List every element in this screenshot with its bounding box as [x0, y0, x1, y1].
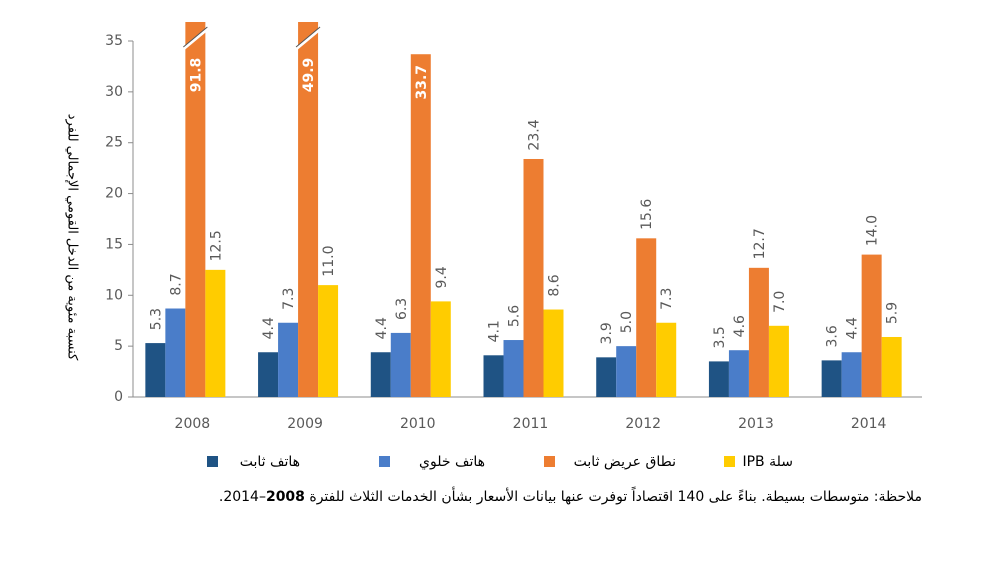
- bars: [145, 22, 902, 398]
- chart: كنسبة مئوية من الدخل القومي الإجمالي للف…: [65, 22, 922, 470]
- bar: [728, 350, 749, 397]
- bar: [636, 238, 657, 397]
- value-label: 7.0: [772, 291, 788, 313]
- legend-label: سلة IPB: [742, 454, 793, 470]
- value-label: 49.9: [301, 58, 317, 93]
- value-label: 5.3: [148, 308, 164, 330]
- x-tick-label: 2008: [175, 416, 211, 432]
- y-tick-label: 10: [105, 287, 123, 303]
- bar: [483, 355, 504, 397]
- bar: [841, 352, 862, 397]
- value-label: 5.6: [507, 305, 523, 327]
- x-tick-label: 2013: [738, 416, 774, 432]
- bar: [258, 352, 279, 397]
- value-label: 7.3: [281, 288, 297, 310]
- value-label: 4.6: [732, 315, 748, 337]
- value-label: 23.4: [527, 119, 543, 150]
- y-tick-label: 15: [105, 236, 123, 252]
- value-label: 4.1: [487, 320, 503, 342]
- x-tick-label: 2012: [625, 416, 661, 432]
- bar: [430, 301, 451, 397]
- bar: [881, 336, 902, 397]
- value-label: 11.0: [321, 246, 337, 277]
- legend-marker: [724, 456, 735, 467]
- value-label: 4.4: [261, 317, 277, 339]
- bar: [370, 352, 391, 397]
- bar: [543, 309, 564, 397]
- bar: [523, 158, 544, 397]
- note: ملاحظة: متوسطات بسيطة. بناءً على 140 اقت…: [219, 489, 922, 505]
- x-tick-label: 2011: [513, 416, 549, 432]
- y-tick-label: 25: [105, 135, 123, 151]
- bar: [165, 308, 186, 397]
- value-label: 6.3: [394, 298, 410, 320]
- bar: [821, 360, 842, 397]
- note-text: –2014.: [218, 489, 266, 505]
- value-label: 8.6: [547, 274, 563, 296]
- legend-marker: [207, 456, 218, 467]
- legend-marker: [544, 456, 555, 467]
- value-label: 5.0: [619, 311, 635, 333]
- value-label: 3.6: [825, 325, 841, 347]
- bar: [278, 322, 299, 397]
- value-label: 8.7: [168, 273, 184, 295]
- value-label: 4.4: [845, 317, 861, 339]
- y-tick-label: 20: [105, 186, 123, 202]
- bar: [708, 361, 729, 397]
- note-year: 2008: [265, 489, 305, 505]
- bar: [656, 322, 677, 397]
- value-label: 3.9: [599, 322, 615, 344]
- value-label: 7.3: [659, 288, 675, 310]
- bar: [596, 357, 617, 397]
- y-axis-label: كنسبة مئوية من الدخل القومي الإجمالي للف…: [65, 114, 80, 361]
- axis-break-line: [295, 26, 321, 48]
- legend-label: نطاق عريض ثابت: [574, 454, 676, 470]
- value-label: 9.4: [434, 266, 450, 288]
- value-label: 4.4: [374, 317, 390, 339]
- legend-marker: [379, 456, 390, 467]
- bar: [410, 54, 431, 397]
- value-label: 12.7: [752, 228, 768, 259]
- bar: [616, 346, 637, 397]
- y-tick-label: 0: [114, 389, 123, 405]
- axis-break: [183, 27, 208, 51]
- axis-break-line: [183, 26, 208, 48]
- legend-label: هاتف ثابت: [240, 454, 300, 470]
- x-tick-label: 2010: [400, 416, 436, 432]
- y-tick-label: 35: [105, 33, 123, 49]
- value-label: 3.5: [712, 326, 728, 348]
- x-tick-label: 2009: [287, 416, 323, 432]
- x-tick-label: 2014: [851, 416, 887, 432]
- bar: [390, 332, 411, 397]
- bar: [748, 267, 769, 397]
- bar: [185, 22, 206, 397]
- bar: [503, 340, 524, 397]
- bar: [298, 22, 319, 398]
- value-label: 14.0: [865, 215, 881, 246]
- legend-label: هاتف خلوي: [419, 454, 485, 470]
- axis-break: [296, 27, 321, 51]
- bar: [318, 285, 339, 397]
- y-tick-label: 5: [114, 338, 123, 354]
- value-label: 33.7: [414, 65, 430, 100]
- bar: [145, 343, 166, 397]
- value-label: 91.8: [188, 58, 204, 93]
- note-text: ملاحظة: متوسطات بسيطة. بناءً على 140 اقت…: [304, 489, 922, 505]
- value-label: 15.6: [639, 199, 655, 230]
- value-label: 12.5: [208, 230, 224, 261]
- value-label: 5.9: [885, 302, 901, 324]
- bar: [205, 269, 226, 397]
- y-tick-label: 30: [105, 84, 123, 100]
- bar: [861, 254, 882, 397]
- bar: [768, 325, 789, 397]
